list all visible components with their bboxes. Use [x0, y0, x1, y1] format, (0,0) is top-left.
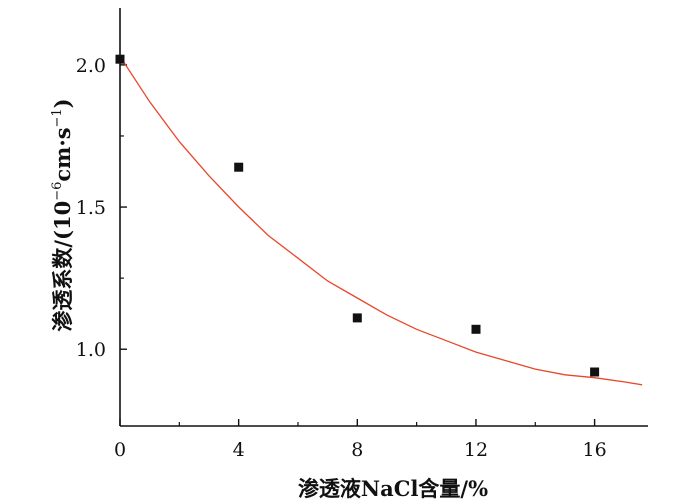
y-tick-label: 1.5 — [76, 197, 106, 219]
y-tick-label: 1.0 — [76, 339, 106, 361]
x-tick-label: 16 — [583, 439, 607, 461]
x-axis-title: 渗透液NaCl含量/% — [298, 476, 488, 501]
data-point — [115, 54, 125, 64]
y-axis-title-suffix: ) — [50, 98, 75, 108]
axes — [119, 8, 648, 427]
ticks: 0 4 8 12 16 1.0 1.5 2.0 — [76, 55, 607, 461]
y-axis-title-exp2: −1 — [50, 108, 65, 127]
x-tick-label: 4 — [233, 439, 245, 461]
fit-curve — [119, 55, 643, 386]
data-point — [590, 367, 600, 377]
y-axis-title-prefix: 渗透系数/(10 — [50, 201, 75, 332]
x-tick-label: 8 — [351, 439, 363, 461]
x-tick-label: 12 — [464, 439, 488, 461]
data-point — [234, 162, 244, 172]
data-points-layer — [115, 54, 600, 377]
data-point — [352, 313, 362, 323]
fit-curve-layer — [119, 55, 643, 386]
y-axis-title-middle: cm·s — [50, 127, 75, 181]
y-axis-title-exp1: −6 — [50, 182, 65, 201]
y-tick-label: 2.0 — [76, 55, 106, 77]
x-tick-label: 0 — [114, 439, 126, 461]
y-axis-title: 渗透系数/(10−6cm·s−1) — [50, 98, 75, 331]
data-point — [471, 324, 481, 334]
